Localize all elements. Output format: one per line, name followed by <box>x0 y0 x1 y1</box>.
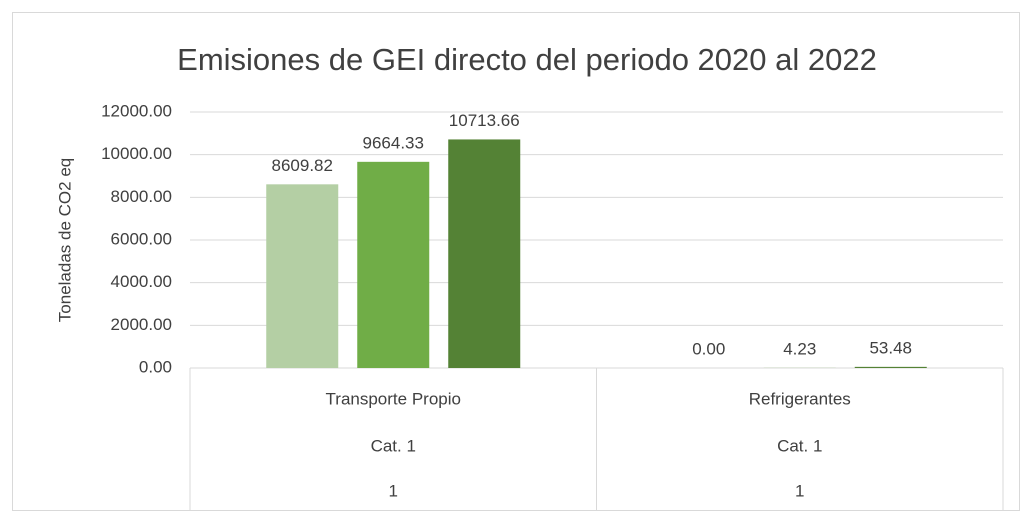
y-tick-label: 0.00 <box>139 357 172 376</box>
bar <box>854 366 927 368</box>
data-label: 0.00 <box>692 339 725 358</box>
y-tick-label: 6000.00 <box>111 229 172 248</box>
y-tick-label: 2000.00 <box>111 315 172 334</box>
x-tick-label: Transporte Propio <box>326 389 461 408</box>
bar <box>448 139 521 368</box>
data-label: 9664.33 <box>363 133 424 152</box>
y-tick-label: 8000.00 <box>111 187 172 206</box>
x-tick-label: 1 <box>795 481 804 500</box>
data-label: 10713.66 <box>449 111 520 130</box>
y-tick-label: 10000.00 <box>101 144 172 163</box>
x-tick-label: 1 <box>389 481 398 500</box>
bar <box>266 184 339 368</box>
data-label: 8609.82 <box>272 156 333 175</box>
data-label: 53.48 <box>869 338 912 357</box>
bar <box>357 161 430 368</box>
y-tick-label: 4000.00 <box>111 272 172 291</box>
x-tick-label: Refrigerantes <box>749 389 851 408</box>
x-tick-label: Cat. 1 <box>777 436 822 455</box>
x-tick-label: Cat. 1 <box>371 436 416 455</box>
y-axis-label: Toneladas de CO2 eq <box>55 158 74 322</box>
chart-title: Emisiones de GEI directo del periodo 202… <box>177 42 877 77</box>
data-label: 4.23 <box>783 339 816 358</box>
y-tick-label: 12000.00 <box>101 101 172 120</box>
